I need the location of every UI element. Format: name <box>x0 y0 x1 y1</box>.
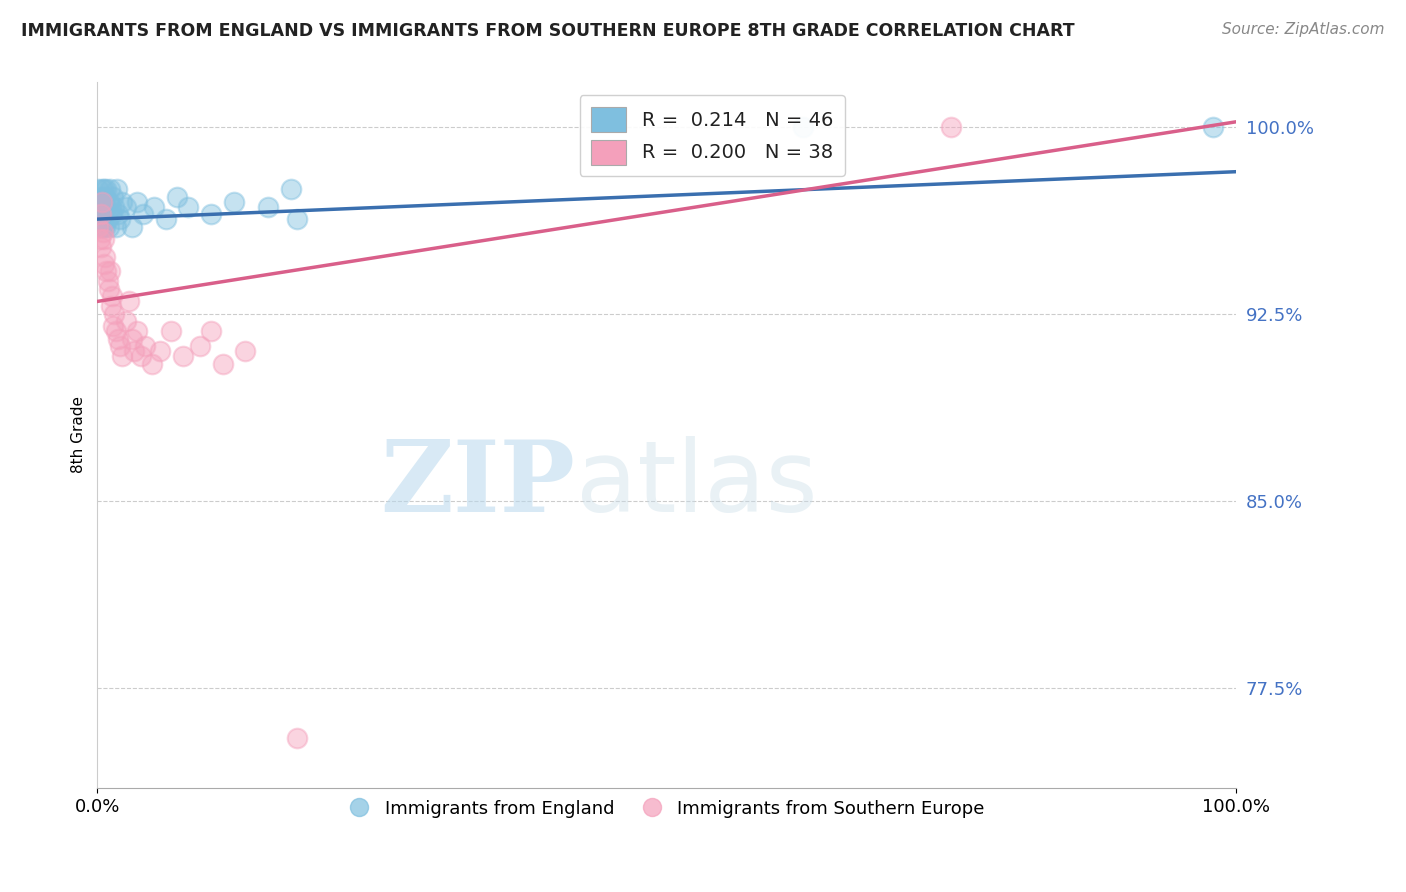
Point <box>166 189 188 203</box>
Point <box>97 275 120 289</box>
Text: ZIP: ZIP <box>381 436 575 533</box>
Point <box>93 257 115 271</box>
Point <box>90 194 112 209</box>
Point <box>114 314 136 328</box>
Point <box>200 324 222 338</box>
Point <box>96 200 118 214</box>
Point <box>91 207 114 221</box>
Point <box>111 349 134 363</box>
Point <box>90 204 112 219</box>
Point <box>89 192 111 206</box>
Point <box>104 324 127 338</box>
Point <box>91 219 114 234</box>
Point <box>160 324 183 338</box>
Point <box>235 344 257 359</box>
Point <box>93 232 115 246</box>
Point <box>127 194 149 209</box>
Point <box>172 349 194 363</box>
Point <box>97 194 120 209</box>
Point <box>1202 120 1225 134</box>
Point <box>149 344 172 359</box>
Point <box>98 264 121 278</box>
Point <box>89 212 111 227</box>
Point <box>134 339 156 353</box>
Text: IMMIGRANTS FROM ENGLAND VS IMMIGRANTS FROM SOUTHERN EUROPE 8TH GRADE CORRELATION: IMMIGRANTS FROM ENGLAND VS IMMIGRANTS FR… <box>21 22 1074 40</box>
Point <box>108 339 131 353</box>
Point <box>94 250 117 264</box>
Point <box>132 207 155 221</box>
Point <box>93 182 115 196</box>
Point <box>96 182 118 196</box>
Point <box>91 194 114 209</box>
Point <box>90 207 112 221</box>
Point <box>107 207 129 221</box>
Point <box>93 200 115 214</box>
Point <box>177 200 200 214</box>
Point <box>103 189 125 203</box>
Point <box>87 219 110 234</box>
Point <box>121 219 143 234</box>
Point <box>97 282 120 296</box>
Point <box>280 182 302 196</box>
Point <box>87 200 110 214</box>
Point <box>97 219 120 234</box>
Point <box>792 120 814 134</box>
Point <box>103 319 125 334</box>
Point <box>101 207 124 221</box>
Point <box>103 200 125 214</box>
Point <box>100 200 122 214</box>
Point <box>141 357 163 371</box>
Point <box>101 289 124 303</box>
Point <box>143 200 166 214</box>
Point <box>108 212 131 227</box>
Point <box>188 339 211 353</box>
Point <box>941 120 963 134</box>
Point <box>91 225 114 239</box>
Point <box>200 207 222 221</box>
Text: atlas: atlas <box>575 436 817 533</box>
Point <box>90 207 112 221</box>
Point <box>90 189 112 203</box>
Point <box>94 189 117 203</box>
Point <box>100 300 122 314</box>
Point <box>211 357 233 371</box>
Text: Source: ZipAtlas.com: Source: ZipAtlas.com <box>1222 22 1385 37</box>
Point <box>107 332 129 346</box>
Point <box>98 182 121 196</box>
Point <box>96 264 118 278</box>
Point <box>129 349 152 363</box>
Point <box>89 232 111 246</box>
Point <box>105 182 128 196</box>
Point <box>111 194 134 209</box>
Point <box>90 182 112 196</box>
Point <box>114 200 136 214</box>
Point <box>103 307 125 321</box>
Point <box>121 332 143 346</box>
Point <box>127 324 149 338</box>
Point <box>104 219 127 234</box>
Point <box>94 219 117 234</box>
Legend: Immigrants from England, Immigrants from Southern Europe: Immigrants from England, Immigrants from… <box>342 792 993 825</box>
Point <box>285 212 308 227</box>
Point <box>87 182 110 196</box>
Point <box>90 219 112 234</box>
Point <box>118 294 141 309</box>
Point <box>285 731 308 745</box>
Y-axis label: 8th Grade: 8th Grade <box>72 396 86 474</box>
Point <box>90 239 112 253</box>
Point <box>97 212 120 227</box>
Point <box>122 344 145 359</box>
Point <box>155 212 177 227</box>
Point <box>257 200 280 214</box>
Point <box>222 194 245 209</box>
